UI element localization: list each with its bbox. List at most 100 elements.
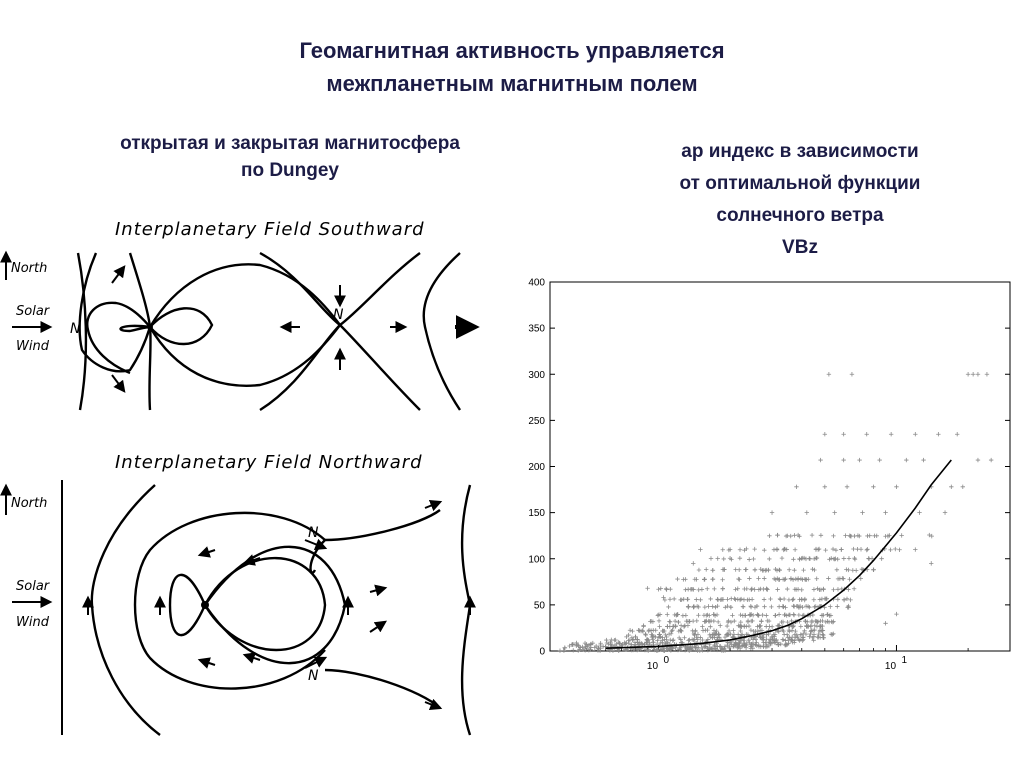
scatter-point — [668, 586, 673, 592]
scatter-point — [609, 642, 615, 648]
scatter-point — [638, 628, 644, 634]
scatter-point — [806, 577, 811, 582]
scatter-point — [772, 640, 777, 645]
scatter-point — [670, 624, 676, 629]
scatter-point — [783, 642, 789, 647]
scatter-point — [675, 647, 681, 653]
scatter-point — [783, 576, 788, 582]
scatter-point — [624, 634, 629, 640]
scatter-point — [831, 619, 836, 624]
scatter-point — [700, 624, 705, 629]
scatter-point — [720, 647, 725, 653]
scatter-point — [866, 556, 872, 562]
scatter-point — [678, 637, 683, 642]
scatter-point — [698, 635, 703, 640]
scatter-point — [753, 628, 758, 634]
dungey-southward-diagram: Interplanetary Field Southward North Sol… — [0, 219, 480, 412]
scatter-point — [780, 637, 786, 642]
scatter-point — [696, 604, 701, 610]
y-tick-label: 400 — [528, 278, 545, 289]
scatter-point — [807, 604, 812, 610]
scatter-point — [807, 556, 813, 562]
northward-flow-arrows — [82, 499, 476, 711]
scatter-point — [797, 557, 802, 562]
scatter-point — [774, 547, 780, 553]
scatter-point — [913, 432, 918, 437]
scatter-point — [683, 613, 689, 618]
northward-field-lines — [90, 484, 472, 736]
scatter-point — [834, 567, 840, 573]
scatter-point — [655, 613, 661, 618]
scatter-point — [859, 567, 865, 572]
scatter-point — [786, 567, 792, 572]
scatter-point — [705, 586, 710, 591]
scatter-point — [810, 566, 815, 572]
scatter-point — [704, 567, 709, 572]
scatter-point — [678, 597, 683, 603]
scatter-point — [811, 587, 817, 592]
scatter-point — [667, 619, 672, 624]
scatter-point — [702, 604, 708, 610]
scatter-point — [787, 629, 792, 634]
scatter-point — [651, 640, 656, 645]
scatter-point — [661, 595, 666, 600]
dungey-northward-diagram: Interplanetary Field Northward North Sol… — [0, 452, 476, 736]
scatter-point — [975, 457, 981, 463]
right-caption-line-3: солнечного ветра — [716, 205, 884, 226]
scatter-point — [792, 533, 797, 538]
scatter-point — [791, 623, 796, 629]
x-tick-label-base: 10 — [647, 661, 659, 672]
scatter-point — [685, 597, 691, 602]
scatter-point — [848, 534, 854, 539]
scatter-point — [685, 623, 691, 628]
scatter-point — [577, 647, 582, 652]
scatter-point — [739, 632, 745, 637]
scatter-point — [814, 576, 819, 581]
scatter-point — [762, 547, 767, 553]
scatter-point — [725, 597, 730, 602]
chart-plot-frame — [549, 281, 1011, 652]
scatter-point — [780, 619, 786, 625]
scatter-point — [649, 632, 654, 637]
scatter-point — [858, 576, 863, 581]
scatter-point — [730, 644, 736, 649]
scatter-point — [714, 647, 720, 653]
scatter-point — [725, 632, 730, 638]
scatter-point — [789, 628, 795, 633]
scatter-point — [697, 648, 702, 653]
scatter-point — [784, 547, 789, 552]
scatter-point — [820, 632, 825, 637]
scatter-point — [711, 612, 717, 617]
scatter-point — [678, 623, 684, 628]
scatter-point — [642, 647, 648, 653]
scatter-point — [821, 635, 827, 641]
scatter-point — [771, 576, 777, 582]
scatter-point — [844, 596, 850, 601]
scatter-point — [778, 641, 783, 647]
scatter-point — [700, 637, 705, 643]
scatter-point — [768, 641, 773, 646]
scatter-point — [757, 628, 763, 633]
scatter-point — [715, 597, 720, 602]
scatter-point — [759, 619, 764, 624]
scatter-point — [811, 634, 817, 639]
scatter-point — [607, 648, 613, 653]
scatter-point — [737, 597, 743, 603]
scatter-point — [739, 644, 745, 649]
scatter-point — [877, 457, 882, 463]
scatter-point — [782, 577, 787, 582]
scatter-point — [700, 648, 705, 653]
scatter-point — [752, 567, 758, 572]
scatter-point — [848, 597, 853, 603]
scatter-point — [640, 642, 645, 647]
scatter-point — [768, 596, 773, 602]
title-line-2: межпланетным магнитным полем — [326, 71, 698, 96]
scatter-point — [791, 612, 797, 618]
scatter-point — [798, 632, 804, 637]
scatter-point — [828, 631, 834, 637]
southward-field-lines — [76, 251, 461, 412]
scatter-point — [904, 457, 909, 463]
scatter-point — [733, 567, 738, 572]
scatter-point — [741, 604, 746, 610]
scatter-point — [815, 619, 820, 625]
